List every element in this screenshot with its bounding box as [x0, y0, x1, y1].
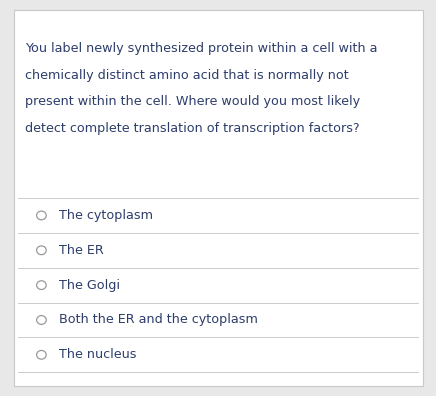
Text: You label newly synthesized protein within a cell with a: You label newly synthesized protein with…: [25, 42, 378, 55]
Text: The cytoplasm: The cytoplasm: [59, 209, 153, 222]
Text: detect complete translation of transcription factors?: detect complete translation of transcrip…: [25, 122, 360, 135]
Text: present within the cell. Where would you most likely: present within the cell. Where would you…: [25, 95, 361, 109]
FancyBboxPatch shape: [14, 10, 423, 386]
Text: The ER: The ER: [59, 244, 104, 257]
Text: Both the ER and the cytoplasm: Both the ER and the cytoplasm: [59, 314, 258, 326]
Text: The nucleus: The nucleus: [59, 348, 136, 361]
Text: chemically distinct amino acid that is normally not: chemically distinct amino acid that is n…: [25, 69, 349, 82]
Text: The Golgi: The Golgi: [59, 279, 120, 291]
